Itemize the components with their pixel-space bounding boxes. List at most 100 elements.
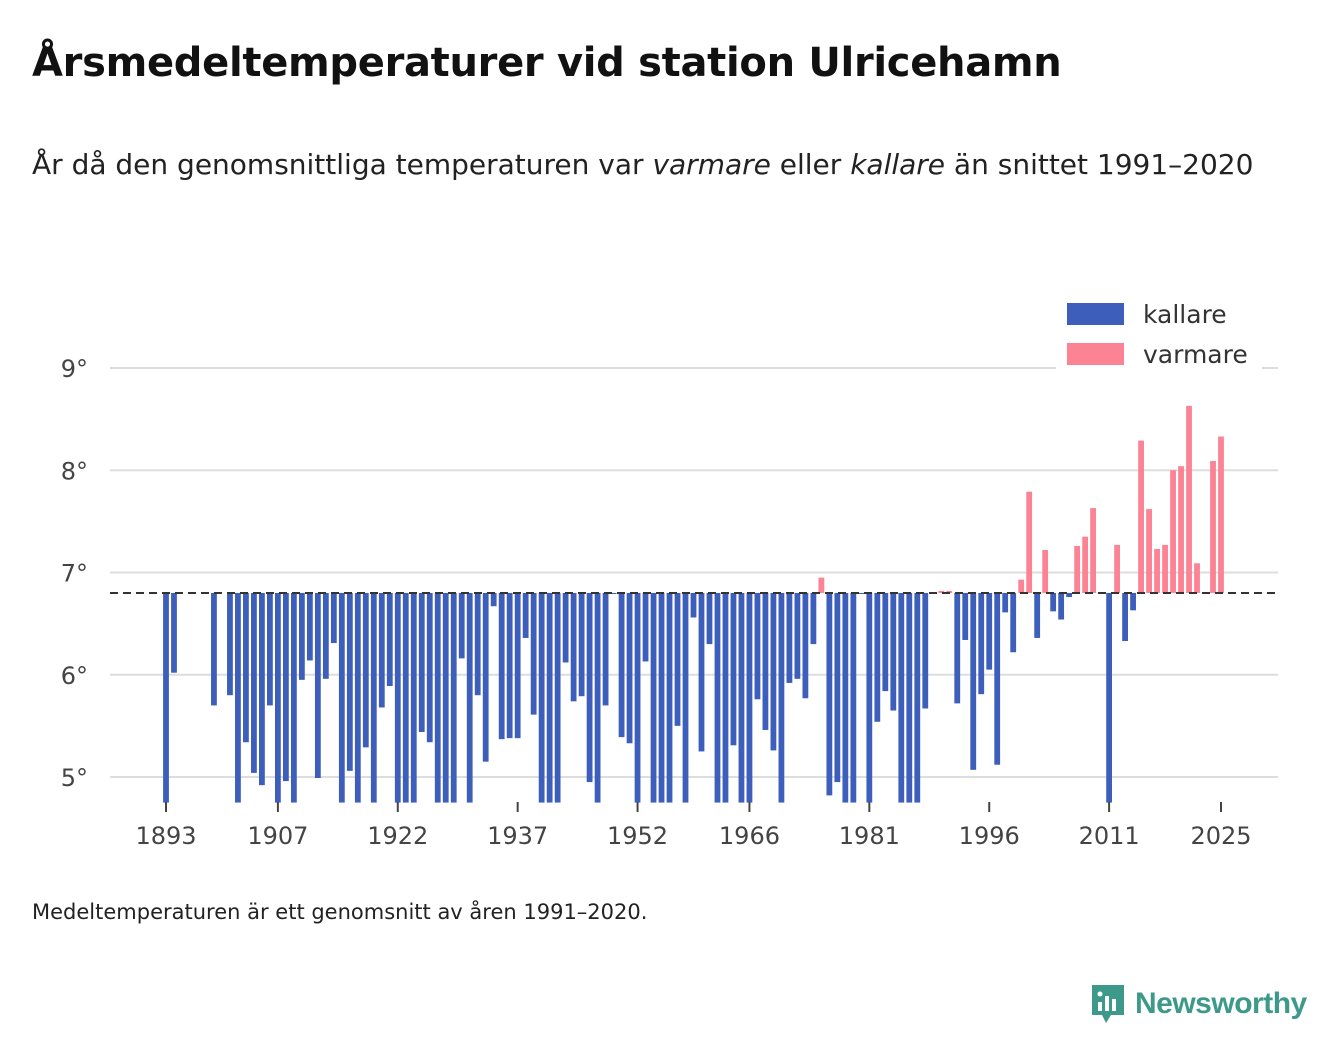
y-tick-label-9: 9° <box>61 355 88 383</box>
bar-1952 <box>634 592 641 803</box>
bar-1930 <box>458 592 465 659</box>
bar-2021 <box>1186 405 1192 593</box>
bar-1893 <box>163 592 169 803</box>
bar-2020 <box>1178 466 1184 593</box>
bar-2003 <box>1042 550 1049 593</box>
bar-1924 <box>410 592 417 803</box>
bars <box>163 405 1224 803</box>
bar-1987 <box>914 592 921 803</box>
bar-1947 <box>594 592 601 803</box>
x-tick-label-2011: 2011 <box>1079 822 1140 850</box>
bar-1972 <box>794 592 801 679</box>
bar-chart: 5°6°7°8°9° 1893 1907 1922 1937 1952 1966 1981 1… <box>60 290 1278 850</box>
bar-1959 <box>690 592 697 618</box>
bar-1918 <box>362 592 369 748</box>
bar-1903 <box>243 592 249 743</box>
bar-1945 <box>578 592 585 697</box>
bar-1993 <box>962 592 969 640</box>
legend-label-kallare: kallare <box>1143 300 1227 329</box>
bar-1986 <box>906 592 913 803</box>
bar-1939 <box>530 592 537 715</box>
chart-title: Årsmedeltemperaturer vid station Ulriceh… <box>32 40 1062 86</box>
bar-1926 <box>426 592 433 743</box>
bar-2018 <box>1162 544 1168 593</box>
bar-1906 <box>267 592 273 706</box>
bar-1966 <box>746 592 753 803</box>
bar-1951 <box>626 592 633 744</box>
bar-1955 <box>658 592 665 803</box>
bar-1956 <box>666 592 673 803</box>
bar-1990 <box>938 590 945 593</box>
bar-1979 <box>850 592 857 803</box>
bar-1981 <box>866 592 873 803</box>
bar-2016 <box>1146 509 1152 593</box>
bar-1899 <box>211 592 217 706</box>
bar-1975 <box>818 577 825 593</box>
bar-1936 <box>506 592 513 739</box>
subtitle-colder: kallare <box>850 148 946 181</box>
bar-2012 <box>1114 544 1120 593</box>
bar-1978 <box>842 592 849 803</box>
bar-1933 <box>482 592 489 762</box>
bar-1969 <box>770 592 777 751</box>
bar-1991 <box>946 590 953 593</box>
bar-2011 <box>1106 592 1113 803</box>
bar-2000 <box>1018 579 1025 593</box>
y-axis-labels: 5° 6° 7° 8° 9° <box>61 355 88 792</box>
bar-1997 <box>994 592 1001 765</box>
bar-1934 <box>490 592 497 607</box>
legend-label-varmare: varmare <box>1143 340 1248 369</box>
legend-swatch-varmare <box>1067 343 1124 365</box>
bar-1982 <box>874 592 881 722</box>
bar-1915 <box>338 592 345 803</box>
chart-subtitle: År då den genomsnittliga temperaturen va… <box>32 142 1282 188</box>
bar-1914 <box>330 592 337 644</box>
bar-2002 <box>1034 592 1041 638</box>
subtitle-part3: än snittet 1991–2020 <box>945 148 1254 181</box>
bar-2015 <box>1138 440 1144 593</box>
bar-1911 <box>306 592 313 661</box>
bar-1905 <box>259 592 265 786</box>
bar-1958 <box>682 592 689 803</box>
footnote: Medeltemperaturen är ett genomsnitt av å… <box>32 900 648 924</box>
bar-2006 <box>1066 592 1073 598</box>
bar-1921 <box>386 592 393 686</box>
y-tick-label-7: 7° <box>61 560 88 588</box>
x-tick-label-1952: 1952 <box>607 822 668 850</box>
bar-1910 <box>298 592 305 680</box>
bar-1907 <box>274 592 281 803</box>
bar-1927 <box>434 592 441 803</box>
x-tick-label-1966: 1966 <box>719 822 780 850</box>
bar-1964 <box>730 592 737 746</box>
bar-2005 <box>1058 592 1065 620</box>
y-tick-label-6: 6° <box>61 662 88 690</box>
bar-1970 <box>778 592 785 803</box>
bar-1977 <box>834 592 841 783</box>
bar-1929 <box>450 592 457 803</box>
bar-1938 <box>522 592 529 638</box>
bar-2013 <box>1122 592 1128 642</box>
bar-1992 <box>954 592 961 704</box>
subtitle-warmer: varmare <box>652 148 771 181</box>
bar-1913 <box>322 592 329 679</box>
subtitle-part1: År då den genomsnittliga temperaturen va… <box>32 148 653 181</box>
bar-1935 <box>498 592 505 740</box>
bar-1976 <box>826 592 833 796</box>
bar-1980 <box>858 592 865 594</box>
bar-1946 <box>586 592 593 783</box>
legend: kallare varmare <box>1056 290 1262 374</box>
bar-2024 <box>1210 461 1216 593</box>
bar-1909 <box>290 592 297 803</box>
bar-1984 <box>890 592 897 711</box>
bar-1944 <box>570 592 577 702</box>
x-tick-label-1907: 1907 <box>247 822 308 850</box>
legend-swatch-kallare <box>1067 303 1124 325</box>
bar-1942 <box>554 592 561 803</box>
bar-1950 <box>618 592 625 738</box>
bar-1922 <box>394 592 401 803</box>
bar-1968 <box>762 592 769 730</box>
bar-1937 <box>514 592 521 739</box>
bar-1954 <box>650 592 657 803</box>
bar-1912 <box>314 592 321 779</box>
bar-1919 <box>370 592 377 803</box>
